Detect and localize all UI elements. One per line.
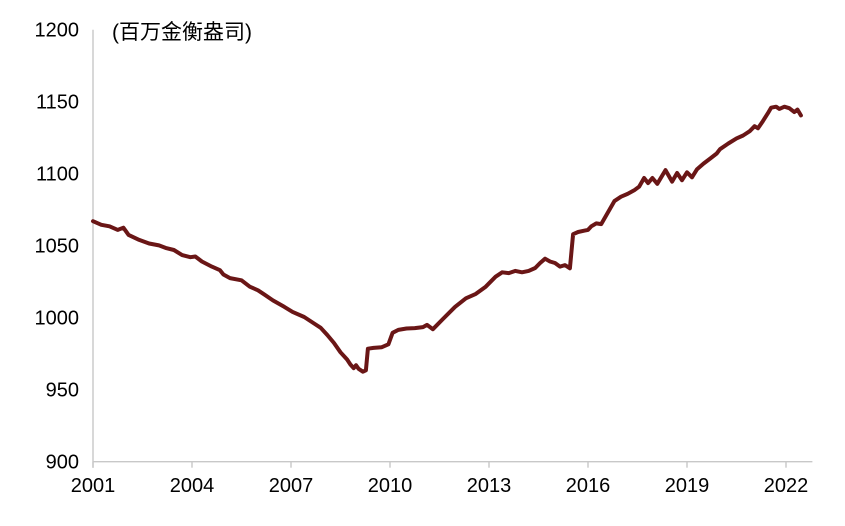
x-tick-label: 2016 [566,475,611,497]
y-tick-label: 1100 [36,164,79,186]
gold-holdings-series-line [91,104,803,374]
y-tick-label: 900 [46,452,79,474]
y-tick-label: 1050 [35,236,80,258]
y-tick-label: 950 [46,380,79,402]
x-tick-label: 2004 [170,475,215,497]
y-tick-label: 1200 [35,20,80,42]
x-tick-label: 2010 [368,475,413,497]
y-axis-unit-label: (百万金衡盎司) [112,21,252,44]
x-tick-label: 2001 [71,475,116,497]
x-tick-label: 2022 [764,475,809,497]
y-tick-label: 1150 [36,92,79,114]
x-tick-label: 2013 [467,475,512,497]
x-tick-label: 2019 [665,475,710,497]
y-tick-label: 1000 [35,308,80,330]
x-tick-label: 2007 [269,475,314,497]
